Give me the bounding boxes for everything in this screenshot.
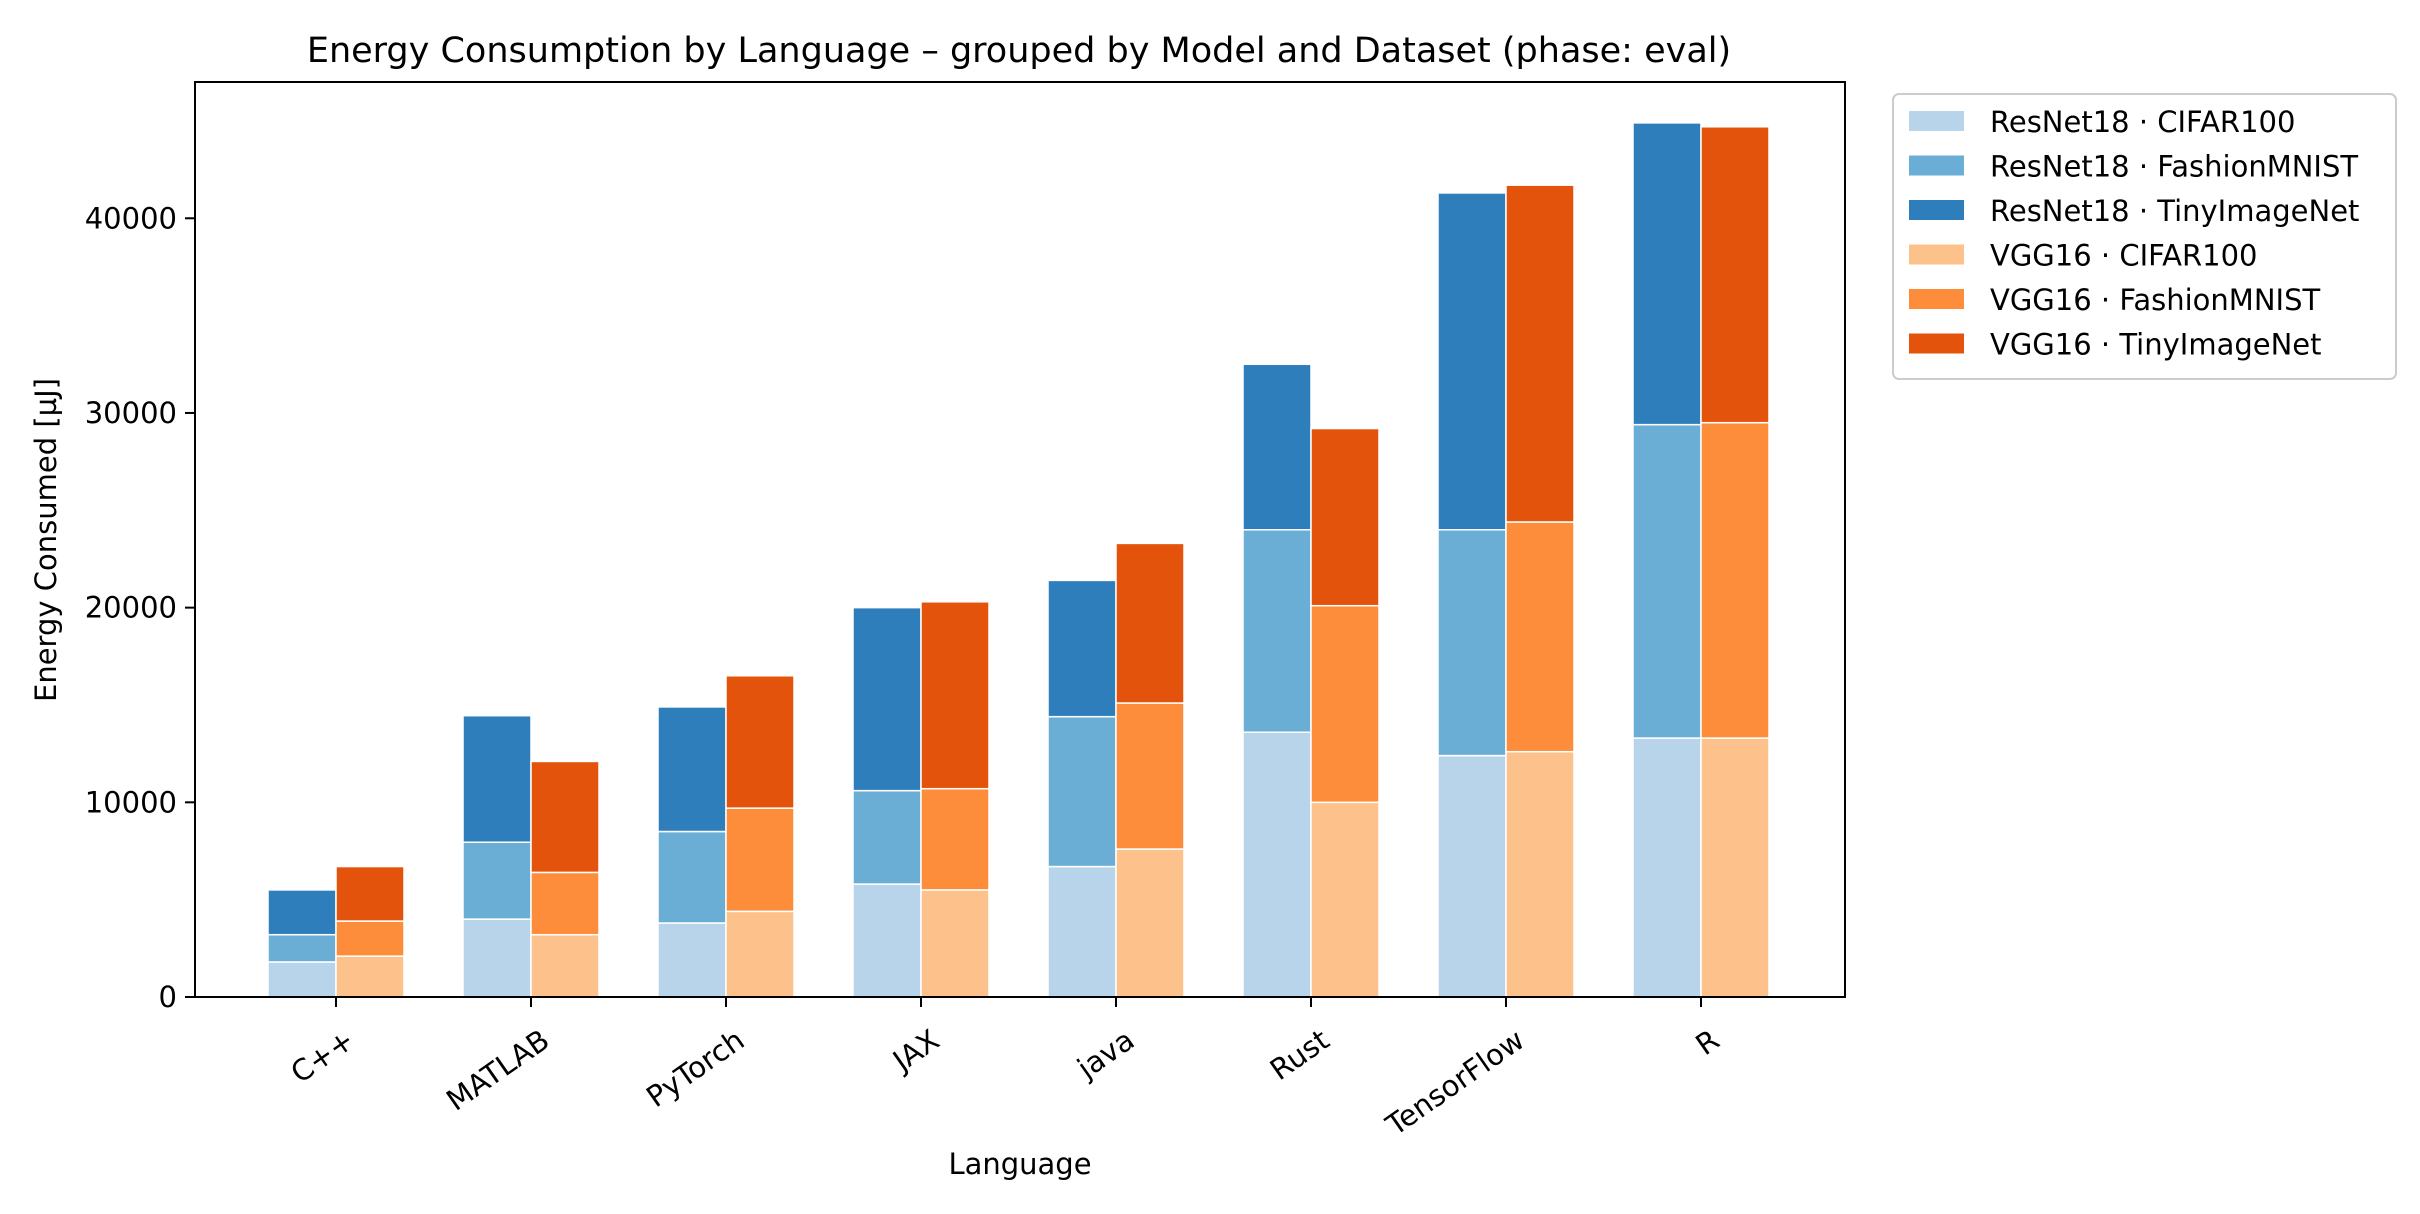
bar-tensorflow-resnet18-tinyimagenet (1437, 192, 1507, 531)
bar-tensorflow-vgg16-cifar100 (1505, 750, 1575, 998)
bar-matlab-resnet18-cifar100 (462, 918, 532, 998)
plot-frame (194, 81, 1846, 998)
y-tick-label: 20000 (85, 591, 177, 625)
x-tick-label-jax: JAX (885, 1023, 945, 1079)
legend-swatch-resnet18-cifar100 (1909, 111, 1964, 131)
bar-jax-vgg16-cifar100 (920, 889, 990, 998)
bar-java-vgg16-fashionmnist (1115, 702, 1185, 850)
bar-java-resnet18-tinyimagenet (1047, 579, 1117, 718)
x-axis: C++ MATLAB PyTorch JAX java Rust TensorFlow R (284, 997, 1725, 1143)
x-tick-label-tensorflow: TensorFlow (1379, 1023, 1530, 1143)
x-tick-label-c: C++ (284, 1023, 360, 1090)
bar-jax-vgg16-tinyimagenet (920, 601, 990, 790)
legend-label-vgg16-cifar100: VGG16 · CIFAR100 (1990, 239, 2258, 273)
bars-layer (267, 122, 1770, 998)
y-tick-label: 10000 (85, 785, 177, 819)
legend-label-vgg16-fashionmnist: VGG16 · FashionMNIST (1990, 283, 2320, 317)
bar-pytorch-resnet18-cifar100 (657, 922, 727, 998)
bar-r-resnet18-cifar100 (1632, 737, 1702, 998)
legend: ResNet18 · CIFAR100 ResNet18 · FashionMNI… (1892, 93, 2397, 380)
bar-r-vgg16-fashionmnist (1700, 421, 1770, 739)
legend-label-vgg16-tinyimagenet: VGG16 · TinyImageNet (1990, 328, 2322, 362)
bar-matlab-vgg16-fashionmnist (530, 871, 600, 936)
legend-swatch-vgg16-cifar100 (1909, 244, 1964, 265)
legend-box (1892, 93, 2397, 380)
bar-matlab-resnet18-tinyimagenet (462, 714, 532, 843)
bar-tensorflow-resnet18-cifar100 (1437, 754, 1507, 998)
x-axis-label: Language (948, 1147, 1091, 1181)
bar-r-vgg16-tinyimagenet (1700, 126, 1770, 424)
bar-tensorflow-vgg16-fashionmnist (1505, 521, 1575, 753)
bar-jax-resnet18-tinyimagenet (852, 606, 922, 792)
bar-pytorch-vgg16-fashionmnist (725, 807, 795, 913)
x-tick-label-r: R (1689, 1023, 1725, 1062)
x-tick-label-matlab: MATLAB (440, 1023, 555, 1118)
x-tick-label-rust: Rust (1264, 1023, 1336, 1087)
legend-swatch-resnet18-tinyimagenet (1909, 200, 1964, 220)
bar-tensorflow-vgg16-tinyimagenet (1505, 184, 1575, 523)
bar-rust-vgg16-fashionmnist (1310, 604, 1380, 804)
x-tick-label-java: java (1070, 1023, 1140, 1086)
legend-label-resnet18-tinyimagenet: ResNet18 · TinyImageNet (1990, 194, 2359, 228)
bar-pytorch-resnet18-tinyimagenet (657, 706, 727, 833)
bar-c-vgg16-tinyimagenet (335, 865, 405, 922)
legend-swatch-vgg16-tinyimagenet (1909, 333, 1964, 354)
legend-label-resnet18-cifar100: ResNet18 · CIFAR100 (1990, 105, 2295, 139)
bar-c-resnet18-fashionmnist (267, 933, 337, 963)
bar-jax-resnet18-cifar100 (852, 883, 922, 998)
legend-swatch-vgg16-fashionmnist (1909, 289, 1964, 309)
bar-matlab-vgg16-tinyimagenet (530, 760, 600, 874)
chart-title: Energy Consumption by Language – grouped… (307, 31, 1731, 71)
y-axis: 0 10000 20000 30000 40000 (85, 201, 195, 1014)
bar-r-resnet18-fashionmnist (1632, 423, 1702, 739)
legend-swatch-resnet18-fashionmnist (1909, 155, 1964, 176)
bar-rust-resnet18-cifar100 (1242, 731, 1312, 998)
bar-java-vgg16-cifar100 (1115, 848, 1185, 998)
bar-r-vgg16-cifar100 (1700, 737, 1770, 998)
bar-jax-resnet18-fashionmnist (852, 789, 922, 885)
bar-java-resnet18-cifar100 (1047, 865, 1117, 998)
bar-matlab-vgg16-cifar100 (530, 933, 600, 998)
y-tick-label: 30000 (85, 396, 177, 430)
bar-pytorch-vgg16-cifar100 (725, 910, 795, 998)
y-tick-label: 40000 (85, 201, 177, 235)
bar-c-resnet18-tinyimagenet (267, 889, 337, 936)
bar-rust-resnet18-fashionmnist (1242, 529, 1312, 733)
bar-pytorch-vgg16-tinyimagenet (725, 675, 795, 809)
bar-r-resnet18-tinyimagenet (1632, 122, 1702, 426)
y-tick-label: 0 (159, 980, 177, 1014)
bar-tensorflow-resnet18-fashionmnist (1437, 529, 1507, 757)
bar-c-vgg16-fashionmnist (335, 920, 405, 957)
bar-rust-vgg16-tinyimagenet (1310, 427, 1380, 607)
bar-matlab-resnet18-fashionmnist (462, 841, 532, 920)
bar-c-vgg16-cifar100 (335, 955, 405, 998)
bar-java-vgg16-tinyimagenet (1115, 542, 1185, 704)
bar-c-resnet18-cifar100 (267, 961, 337, 998)
bar-jax-vgg16-fashionmnist (920, 787, 990, 891)
bar-pytorch-resnet18-fashionmnist (657, 830, 727, 924)
bar-rust-resnet18-tinyimagenet (1242, 363, 1312, 531)
y-axis-label: Energy Consumed [µJ] (29, 378, 63, 702)
bar-java-resnet18-fashionmnist (1047, 715, 1117, 868)
bar-rust-vgg16-cifar100 (1310, 801, 1380, 998)
x-tick-label-pytorch: PyTorch (640, 1023, 750, 1114)
legend-label-resnet18-fashionmnist: ResNet18 · FashionMNIST (1990, 150, 2358, 184)
